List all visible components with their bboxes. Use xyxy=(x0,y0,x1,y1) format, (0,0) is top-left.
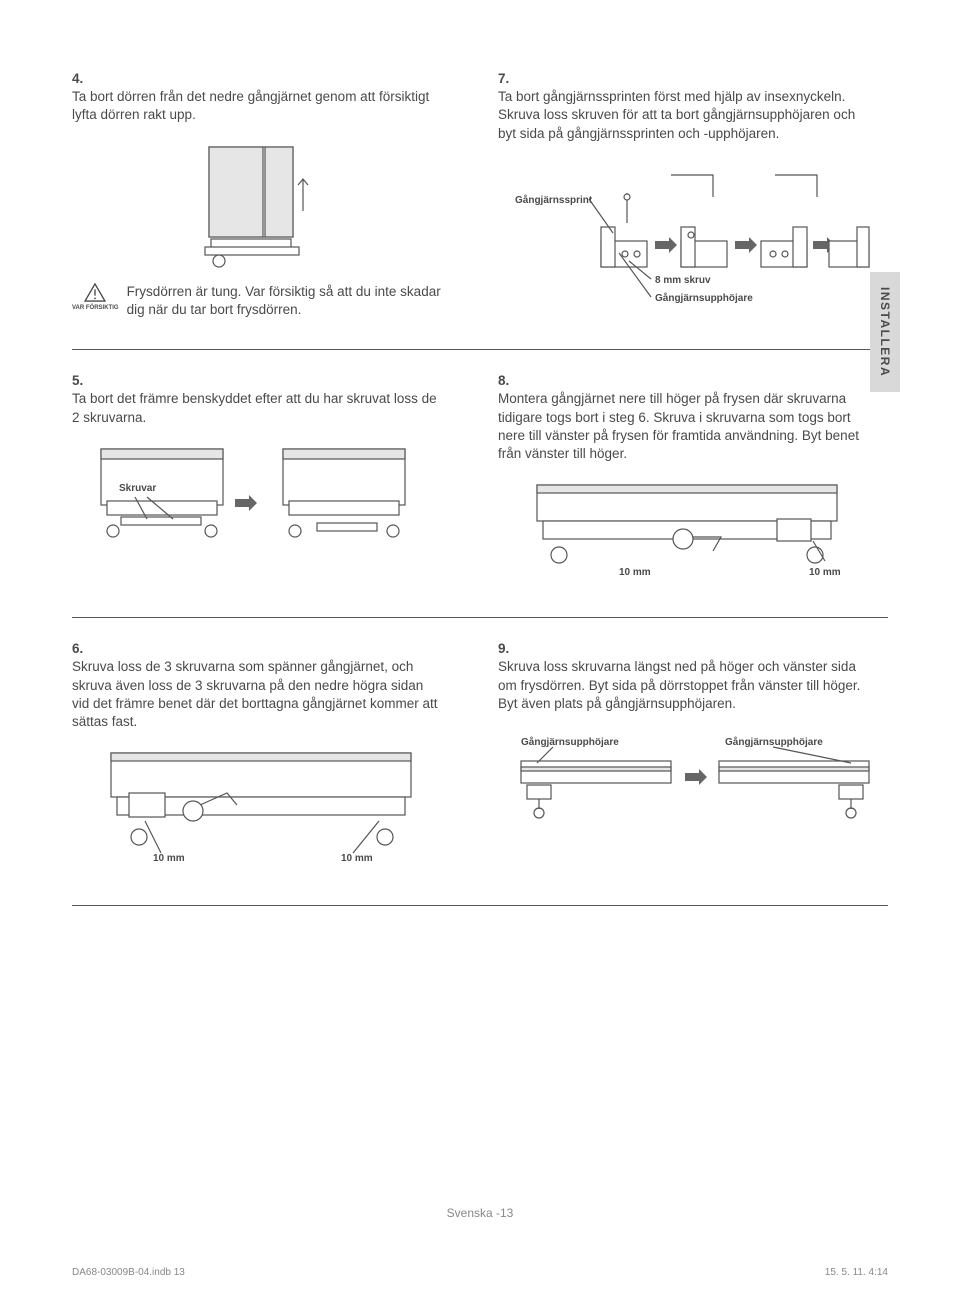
illustration-step9: Gångjärnsupphöjare Gångjärnsupphöjare xyxy=(513,727,873,847)
row-steps-4-7: 4. Ta bort dörren från det nedre gångjär… xyxy=(72,70,888,319)
step-8: 8. Montera gångjärnet nere till höger på… xyxy=(498,372,888,463)
step-text-8: Montera gångjärnet nere till höger på fr… xyxy=(498,390,864,463)
step-num-5: 5. xyxy=(72,372,94,390)
illustration-step6: 10 mm 10 mm xyxy=(87,745,447,875)
caution-icon-wrap: VAR FÖRSIKTIG xyxy=(72,283,119,312)
label-riser-l: Gångjärnsupphöjare xyxy=(521,736,619,748)
section-tab: INSTALLERA xyxy=(870,272,900,392)
col-step5: 5. Ta bort det främre benskyddet efter a… xyxy=(72,372,462,587)
caution-label: VAR FÖRSIKTIG xyxy=(72,304,119,312)
step-text-9: Skruva loss skruvarna längst ned på höge… xyxy=(498,658,864,713)
label-10mm-a: 10 mm xyxy=(619,567,651,578)
separator-3 xyxy=(72,905,888,906)
step-text-4: Ta bort dörren från det nedre gångjärnet… xyxy=(72,88,438,124)
label-hingepin: Gångjärnssprint xyxy=(515,194,593,206)
separator-2 xyxy=(72,617,888,618)
illustration-step4 xyxy=(187,139,347,269)
col-step9: 9. Skruva loss skruvarna längst ned på h… xyxy=(498,640,888,875)
step-num-9: 9. xyxy=(498,640,520,658)
row-steps-5-8: 5. Ta bort det främre benskyddet efter a… xyxy=(72,372,888,587)
step-text-5: Ta bort det främre benskyddet efter att … xyxy=(72,390,438,426)
label-10mm-c: 10 mm xyxy=(153,853,185,864)
step-num-7: 7. xyxy=(498,70,520,88)
step-num-4: 4. xyxy=(72,70,94,88)
caution-box: VAR FÖRSIKTIG Frysdörren är tung. Var fö… xyxy=(72,283,462,319)
label-10mm-b: 10 mm xyxy=(809,567,841,578)
page-number: Svenska -13 xyxy=(0,1205,960,1221)
doc-code: DA68-03009B-04.indb 13 xyxy=(72,1266,185,1280)
col-step4: 4. Ta bort dörren från det nedre gångjär… xyxy=(72,70,462,319)
section-tab-label: INSTALLERA xyxy=(877,287,893,377)
col-step7: 7. Ta bort gångjärnssprinten först med h… xyxy=(498,70,888,319)
caution-icon xyxy=(84,283,106,302)
doc-timestamp: 15. 5. 11. 4:14 xyxy=(825,1266,888,1280)
step-text-6: Skruva loss de 3 skruvarna som spänner g… xyxy=(72,658,438,731)
step-9: 9. Skruva loss skruvarna längst ned på h… xyxy=(498,640,888,713)
caution-text: Frysdörren är tung. Var försiktig så att… xyxy=(127,283,462,319)
illustration-step5: Skruvar xyxy=(87,441,447,551)
row-steps-6-9: 6. Skruva loss de 3 skruvarna som spänne… xyxy=(72,640,888,875)
label-screws: Skruvar xyxy=(119,483,156,494)
label-riser: Gångjärnsupphöjare xyxy=(655,292,753,304)
manual-page: 4. Ta bort dörren från det nedre gångjär… xyxy=(0,0,960,958)
label-riser-r: Gångjärnsupphöjare xyxy=(725,736,823,748)
step-num-6: 6. xyxy=(72,640,94,658)
step-text-7: Ta bort gångjärnssprinten först med hjäl… xyxy=(498,88,864,143)
step-6: 6. Skruva loss de 3 skruvarna som spänne… xyxy=(72,640,462,731)
step-num-8: 8. xyxy=(498,372,520,390)
label-8mm: 8 mm skruv xyxy=(655,275,711,286)
label-10mm-d: 10 mm xyxy=(341,853,373,864)
step-4: 4. Ta bort dörren från det nedre gångjär… xyxy=(72,70,462,125)
illustration-step7: Gångjärnssprint xyxy=(513,157,873,307)
col-step8: 8. Montera gångjärnet nere till höger på… xyxy=(498,372,888,587)
illustration-step8: 10 mm 10 mm xyxy=(513,477,873,587)
col-step6: 6. Skruva loss de 3 skruvarna som spänne… xyxy=(72,640,462,875)
step-7: 7. Ta bort gångjärnssprinten först med h… xyxy=(498,70,888,143)
separator-1 xyxy=(72,349,888,350)
step-5: 5. Ta bort det främre benskyddet efter a… xyxy=(72,372,462,427)
